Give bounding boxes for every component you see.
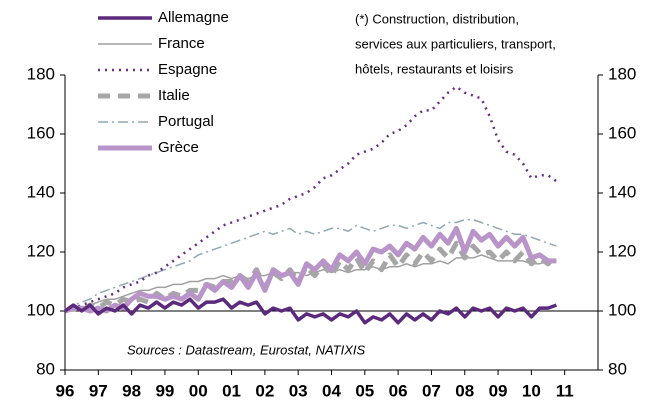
x-tick-label: 08 <box>455 381 474 400</box>
y2-tick-label: 100 <box>608 300 636 319</box>
y2-tick-label: 120 <box>608 241 636 260</box>
y-tick-label: 160 <box>27 123 55 142</box>
x-tick-label: 01 <box>222 381 241 400</box>
source-note: Sources : Datastream, Eurostat, NATIXIS <box>127 342 366 357</box>
legend-label: Espagne <box>158 61 217 78</box>
x-tick-label: 11 <box>556 381 574 400</box>
y-tick-label: 80 <box>36 359 55 378</box>
annotation: services aux particuliers, transport, <box>355 36 556 51</box>
x-tick-label: 09 <box>489 381 508 400</box>
y2-tick-label: 80 <box>608 359 627 378</box>
y-tick-label: 140 <box>27 182 55 201</box>
series-line <box>63 297 557 325</box>
legend-label: France <box>158 35 205 52</box>
y-tick-label: 100 <box>27 300 55 319</box>
x-tick-label: 98 <box>122 381 141 400</box>
series-line <box>64 225 557 314</box>
annotation: hôtels, restaurants et loisirs <box>355 61 514 76</box>
x-tick-label: 03 <box>289 381 308 400</box>
y-tick-label: 120 <box>27 241 55 260</box>
x-tick-label: 06 <box>389 381 408 400</box>
y2-tick-label: 140 <box>608 182 636 201</box>
x-tick-label: 99 <box>155 381 174 400</box>
annotation: (*) Construction, distribution, <box>355 11 519 26</box>
y2-tick-label: 160 <box>608 123 636 142</box>
y-tick-label: 180 <box>27 64 55 83</box>
x-tick-label: 10 <box>522 381 541 400</box>
y2-tick-label: 180 <box>608 64 636 83</box>
legend-label: Italie <box>158 87 190 104</box>
x-tick-label: 96 <box>56 381 75 400</box>
series-line <box>64 218 557 312</box>
legend-label: Grèce <box>158 139 199 156</box>
x-tick-label: 02 <box>255 381 274 400</box>
series-line <box>64 85 558 313</box>
x-tick-label: 05 <box>355 381 374 400</box>
x-tick-label: 04 <box>322 381 341 400</box>
x-tick-label: 07 <box>422 381 441 400</box>
series-line <box>65 254 557 312</box>
x-tick-label: 97 <box>89 381 108 400</box>
legend-label: Portugal <box>158 113 214 130</box>
series-line <box>64 240 559 314</box>
legend-label: Allemagne <box>158 9 229 26</box>
x-tick-label: 00 <box>189 381 208 400</box>
